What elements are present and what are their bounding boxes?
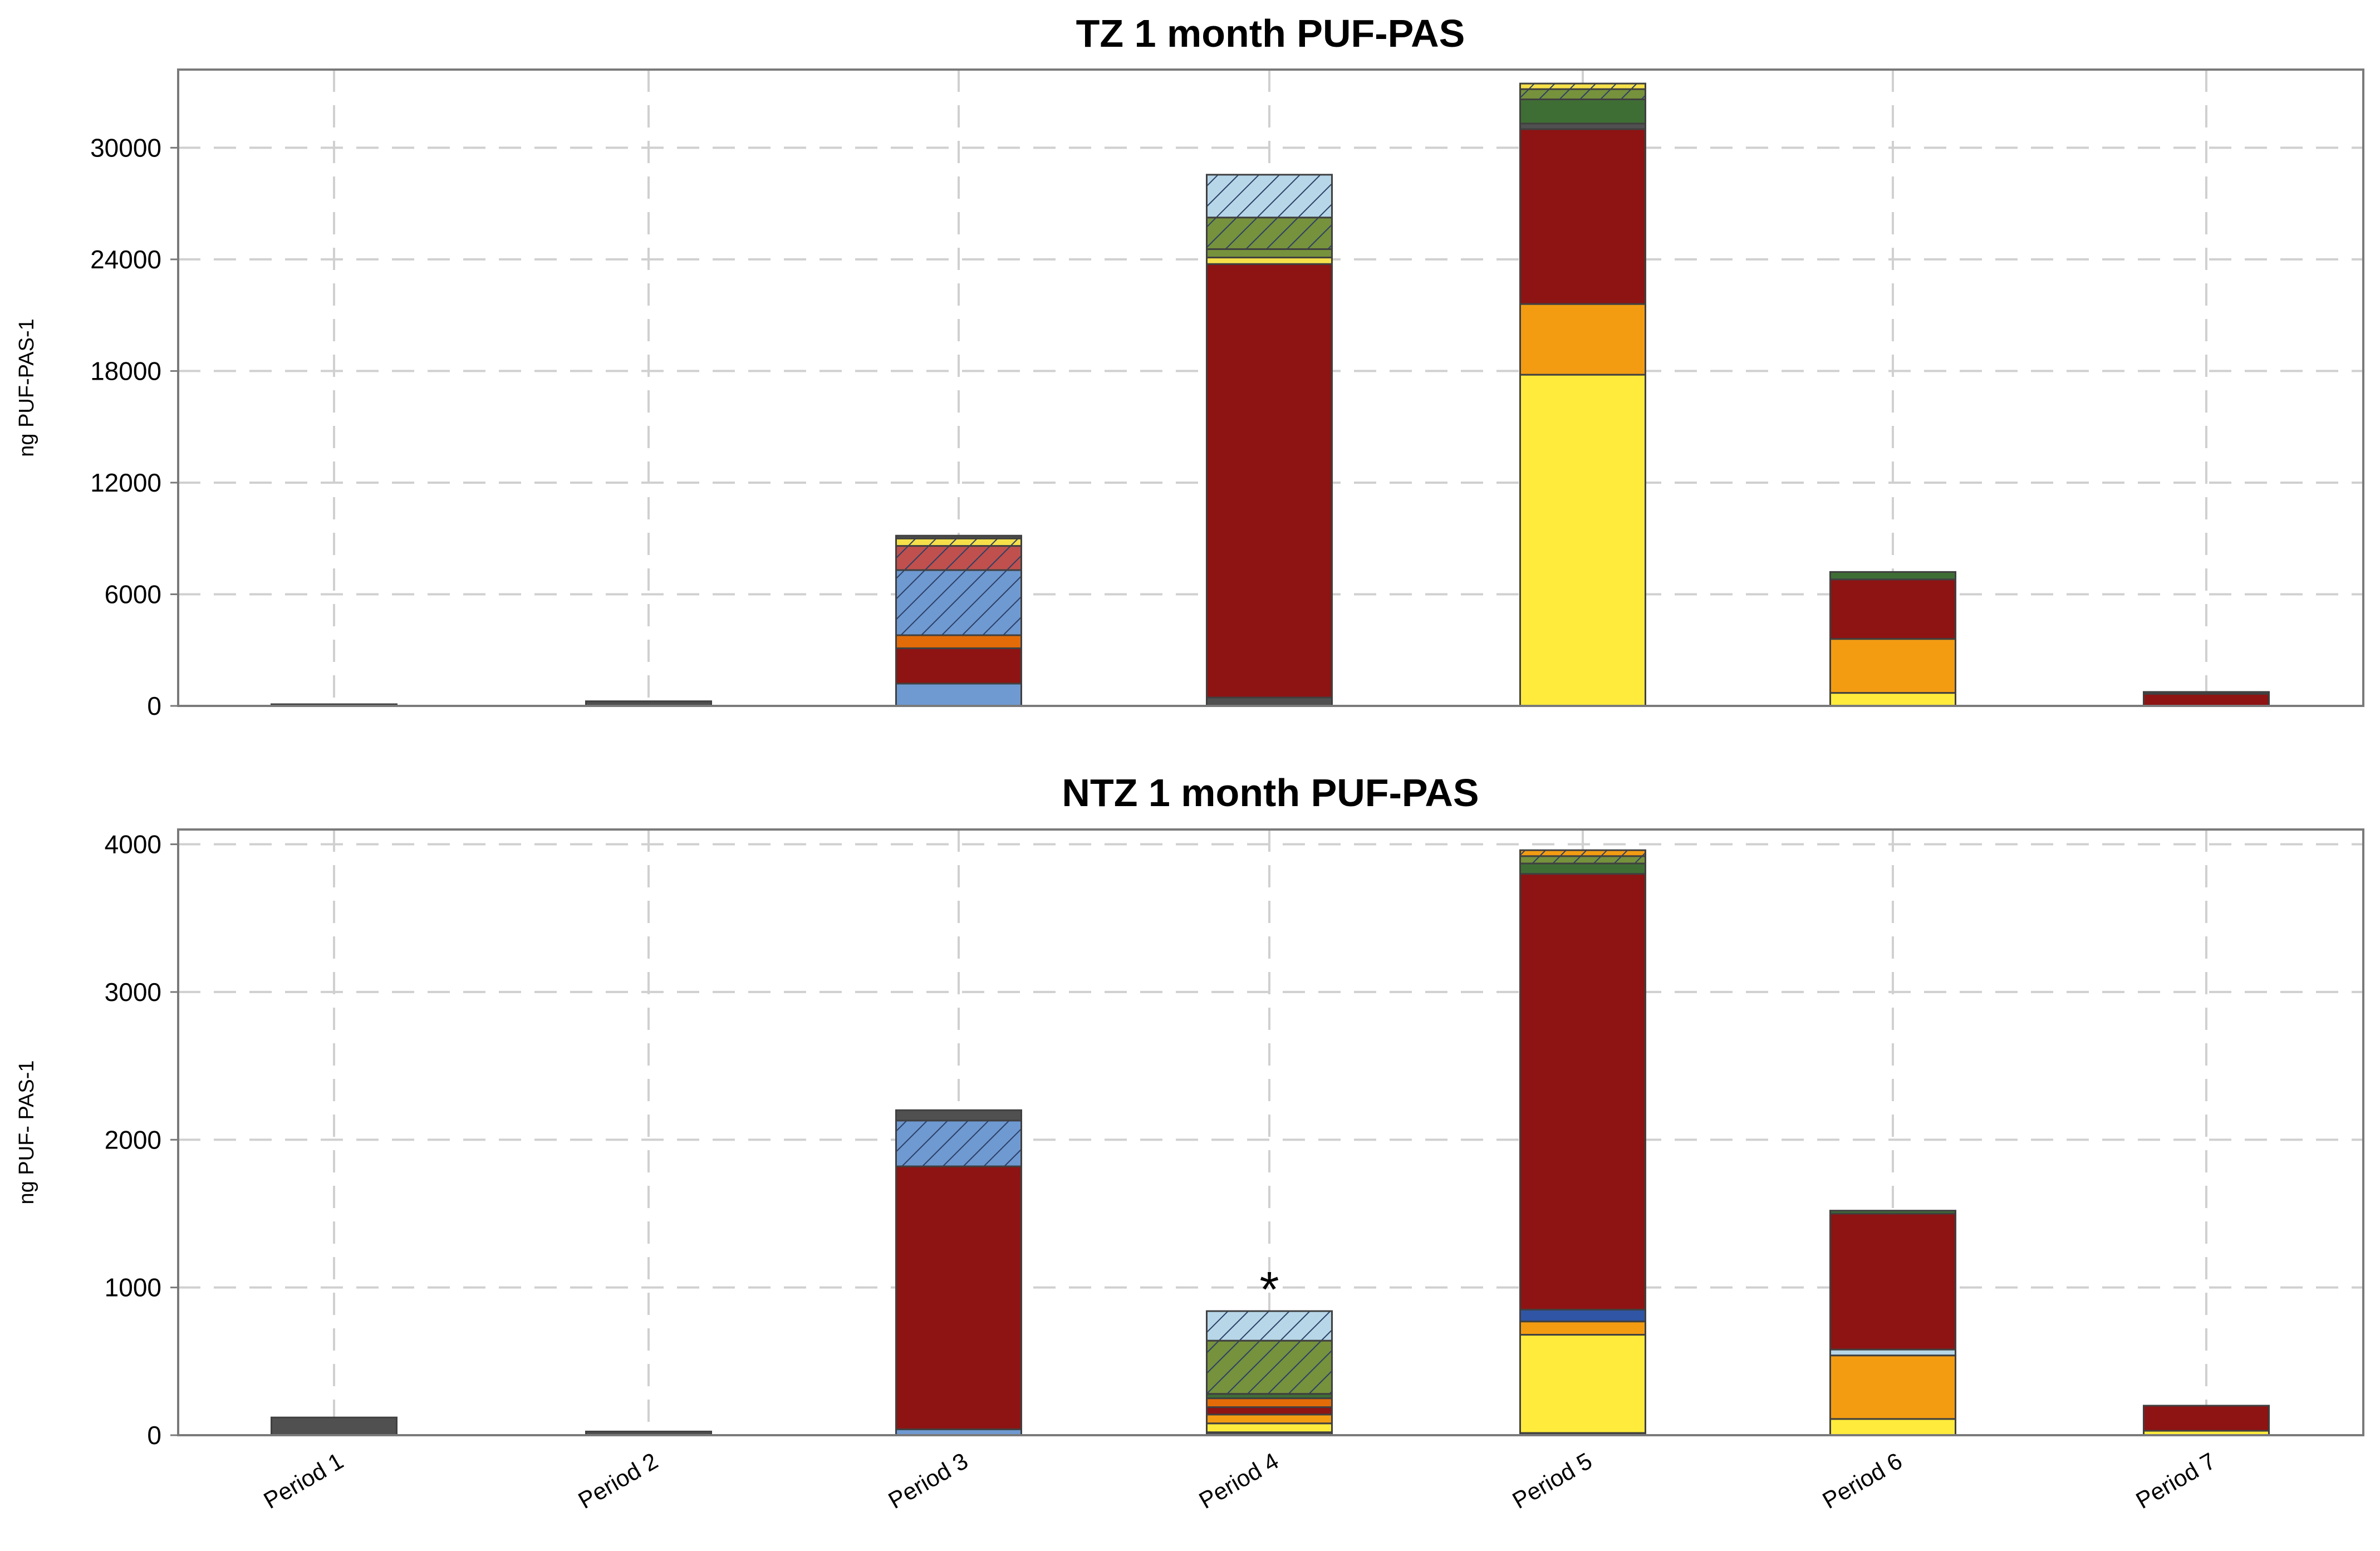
chart-tz: TZ 1 month PUF-PAS ng PUF-PAS-1 0 6000 12000… xyxy=(15,12,2364,720)
bar-segment xyxy=(1519,303,1646,376)
bar-segment xyxy=(1206,1406,1333,1416)
bar-segment xyxy=(1206,257,1333,265)
bar-segment xyxy=(895,634,1022,649)
bar-segment xyxy=(1829,578,1956,640)
bar-segment xyxy=(1829,692,1956,707)
bar-segment xyxy=(1829,1213,1956,1351)
bar-segment xyxy=(895,545,1022,571)
y-tick-label: 2000 xyxy=(105,1125,161,1154)
bar-stack-3 xyxy=(895,1109,1022,1436)
bar-segment xyxy=(2143,691,2270,695)
bar-segment xyxy=(2143,693,2270,707)
y-tick-label: 0 xyxy=(147,1421,161,1450)
bar-segment xyxy=(1206,696,1333,707)
y-tick-label: 18000 xyxy=(90,356,161,385)
bar-segment xyxy=(1519,1308,1646,1323)
bar-segment xyxy=(1519,374,1646,707)
bar-stack-7 xyxy=(2143,1405,2270,1436)
plot-frame xyxy=(177,68,2364,707)
bar-segment xyxy=(1829,1210,1956,1215)
bar-segment xyxy=(1829,571,1956,581)
y-axis-label: ng PUF-PAS-1 xyxy=(15,318,38,457)
bar-segment xyxy=(1206,1397,1333,1408)
bar-segment xyxy=(271,1416,398,1436)
bar-segment xyxy=(1519,82,1646,90)
y-tick-label: 1000 xyxy=(105,1273,161,1302)
bar-segment xyxy=(1206,263,1333,699)
bar-segment xyxy=(1519,1321,1646,1336)
bar-stack-6 xyxy=(1829,571,1956,707)
y-tick-label: 4000 xyxy=(105,830,161,859)
bar-segment xyxy=(1206,1422,1333,1434)
chart-title: NTZ 1 month PUF-PAS xyxy=(1062,771,1479,814)
bar-stack-6 xyxy=(1829,1210,1956,1436)
bar-stack-1 xyxy=(271,1416,398,1436)
bar-segment xyxy=(1519,862,1646,875)
bar-segment xyxy=(895,537,1022,547)
bar-segment xyxy=(1519,873,1646,1311)
bar-segment xyxy=(1829,1354,1956,1420)
bar-segment xyxy=(1206,1413,1333,1425)
bar-segment xyxy=(1206,174,1333,219)
bar-segment xyxy=(1519,122,1646,130)
bar-segment xyxy=(1519,88,1646,100)
bar-segment xyxy=(895,1109,1022,1122)
bar-segment xyxy=(895,683,1022,707)
bar-segment xyxy=(2143,1405,2270,1432)
plot-frame xyxy=(177,828,2364,1436)
bar-segment xyxy=(895,1120,1022,1167)
bar-stack-7 xyxy=(2143,691,2270,707)
annotation-asterisk: * xyxy=(1259,1262,1279,1318)
bar-segment xyxy=(1206,217,1333,251)
bar-segment xyxy=(1206,248,1333,259)
bar-segment xyxy=(1206,1310,1333,1342)
bar-segment xyxy=(1206,1339,1333,1395)
chart-title: TZ 1 month PUF-PAS xyxy=(1076,12,1465,55)
y-tick-label: 12000 xyxy=(90,468,161,497)
bar-segment xyxy=(1519,1334,1646,1434)
bar-segment xyxy=(1519,849,1646,857)
y-tick-label: 30000 xyxy=(90,133,161,162)
bar-stack-4 xyxy=(1206,174,1333,707)
bar-stack-4 xyxy=(1206,1310,1333,1436)
bar-segment xyxy=(895,1165,1022,1430)
bar-segment xyxy=(895,534,1022,539)
bar-stack-5 xyxy=(1519,82,1646,707)
bar-segment xyxy=(1829,638,1956,694)
y-axis-label: ng PUF- PAS-1 xyxy=(15,1060,38,1204)
y-tick-label: 3000 xyxy=(105,978,161,1007)
bar-segment xyxy=(895,569,1022,636)
y-tick-label: 6000 xyxy=(105,580,161,608)
bar-stack-5 xyxy=(1519,849,1646,1436)
bar-segment xyxy=(895,647,1022,685)
bar-stack-3 xyxy=(895,534,1022,707)
y-tick-label: 0 xyxy=(147,691,161,720)
bar-segment xyxy=(1829,1348,1956,1357)
bar-segment xyxy=(1519,98,1646,125)
bar-segment xyxy=(1829,1418,1956,1436)
bar-segment xyxy=(1519,128,1646,305)
bar-segment xyxy=(1519,855,1646,865)
y-tick-label: 24000 xyxy=(90,245,161,274)
